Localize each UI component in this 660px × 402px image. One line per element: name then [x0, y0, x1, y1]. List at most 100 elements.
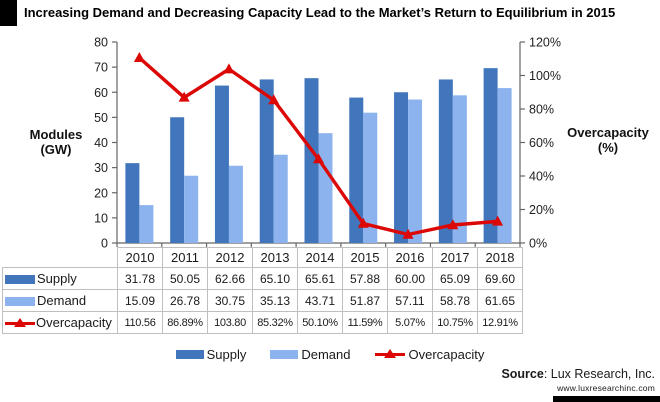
table-value-cell: 50.05 [162, 267, 208, 290]
supply-bar [125, 163, 140, 243]
bottom-black-bar [553, 396, 660, 402]
table-value-cell: 58.78 [432, 289, 478, 312]
demand-swatch-icon [5, 297, 35, 306]
legend-line-swatch-icon [374, 349, 405, 360]
right-axis-tick-label: 20% [529, 203, 554, 217]
supply-bar [214, 85, 229, 244]
table-year-header: 2018 [477, 247, 523, 268]
right-axis-tick-label: 100% [529, 69, 561, 83]
table-year-header: 2011 [162, 247, 208, 268]
right-axis-tick-label: 60% [529, 136, 554, 150]
left-axis-tick-label: 80 [94, 36, 108, 50]
table-value-cell: 69.60 [477, 267, 523, 290]
table-year-header: 2013 [252, 247, 298, 268]
row-label-cell: Demand [2, 289, 118, 312]
supply-bar [304, 78, 319, 243]
table-value-cell: 43.71 [297, 289, 343, 312]
source-url: www.luxresearchinc.com [557, 383, 655, 393]
table-value-cell: 65.10 [252, 267, 298, 290]
supply-bar [394, 92, 409, 243]
legend-demand-swatch-icon [270, 350, 299, 359]
table-header-row: 2010 2011 2012 2013 2014 2015 2016 2017 2018 [3, 247, 523, 268]
table-value-cell: 57.88 [342, 267, 388, 290]
source-text: : Lux Research, Inc. [543, 367, 655, 381]
demand-bar [363, 112, 378, 243]
legend-label: Supply [206, 347, 247, 362]
overcapacity-marker [223, 63, 235, 74]
left-axis-tick-label: 50 [94, 111, 108, 125]
supply-bar [259, 79, 274, 243]
left-axis-title-line1: Modules [29, 127, 83, 142]
table-year-header: 2015 [342, 247, 388, 268]
table-value-cell: 26.78 [162, 289, 208, 312]
overcapacity-marker [447, 219, 459, 230]
row-label-cell: Supply [2, 267, 118, 290]
table-corner-cell [3, 248, 118, 268]
demand-bar [452, 95, 467, 243]
right-axis-title-line2: (%) [597, 140, 619, 155]
table-value-cell: 86.89% [162, 311, 208, 334]
left-axis-tick-label: 20 [94, 186, 108, 200]
demand-bar [228, 165, 243, 243]
supply-bar [483, 68, 498, 243]
table-value-cell: 35.13 [252, 289, 298, 312]
left-axis-tick-label: 10 [94, 211, 108, 225]
table-value-cell: 15.09 [117, 289, 163, 312]
legend-supply-swatch-icon [175, 350, 204, 359]
chart-data-table: 2010 2011 2012 2013 2014 2015 2016 2017 2018 Sup… [2, 247, 523, 334]
row-label-text: Supply [37, 271, 77, 286]
left-axis-tick-label: 30 [94, 161, 108, 175]
source-prefix: Source [501, 367, 544, 381]
overcapacity-marker [402, 228, 414, 239]
overcapacity-marker [178, 91, 190, 102]
row-label-text: Overcapacity [36, 315, 112, 330]
left-axis-title: Modules (GW) [6, 127, 106, 157]
left-axis-title-line2: (GW) [40, 142, 72, 157]
table-value-cell: 31.78 [117, 267, 163, 290]
table-value-cell: 51.87 [342, 289, 388, 312]
table-year-header: 2016 [387, 247, 433, 268]
table-value-cell: 65.09 [432, 267, 478, 290]
table-value-cell: 50.10% [297, 311, 343, 334]
overcapacity-marker [492, 215, 504, 226]
table-year-header: 2012 [207, 247, 253, 268]
overcapacity-marker [313, 153, 324, 164]
table-row-demand: Demand 15.09 26.78 30.75 35.13 43.71 51.87 57.1… [2, 289, 523, 312]
table-value-cell: 11.59% [342, 311, 388, 334]
table-value-cell: 5.07% [387, 311, 433, 334]
row-label-text: Demand [37, 293, 87, 308]
supply-bar [438, 79, 453, 243]
overcapacity-marker [357, 217, 369, 228]
table-year-header: 2017 [432, 247, 478, 268]
demand-bar [497, 88, 512, 243]
demand-bar [273, 154, 288, 243]
demand-bar [139, 205, 154, 243]
demand-bar [318, 133, 333, 243]
table-value-cell: 62.66 [207, 267, 253, 290]
table-value-cell: 85.32% [252, 311, 298, 334]
table-value-cell: 12.91% [477, 311, 523, 334]
legend-label: Demand [301, 347, 351, 362]
legend-item-supply: Supply [175, 347, 247, 362]
chart-title: Increasing Demand and Decreasing Capacit… [24, 5, 616, 20]
left-axis-tick-label: 60 [94, 86, 108, 100]
table-value-cell: 30.75 [207, 289, 253, 312]
source-note: Source: Lux Research, Inc. www.luxresear… [501, 367, 655, 395]
demand-bar [184, 175, 199, 243]
table-year-header: 2014 [297, 247, 343, 268]
right-axis-tick-label: 80% [529, 103, 554, 117]
chart-legend: Supply Demand Overcapacity [0, 347, 660, 362]
table-year-header: 2010 [117, 247, 163, 268]
table-value-cell: 61.65 [477, 289, 523, 312]
combo-chart-plot: 0 10 20 30 40 50 60 70 80 0% 20% 40% 60% 80% 100% 120% [94, 36, 561, 251]
table-value-cell: 60.00 [387, 267, 433, 290]
legend-label: Overcapacity [408, 347, 485, 362]
table-row-supply: Supply 31.78 50.05 62.66 65.10 65.61 57.88 60.0… [2, 267, 523, 290]
overcapacity-marker [133, 52, 145, 63]
row-label-cell: Overcapacity [2, 311, 118, 334]
right-axis-title: Overcapacity (%) [556, 125, 660, 155]
overcapacity-marker [268, 94, 280, 105]
table-value-cell: 103.80 [207, 311, 253, 334]
legend-item-overcapacity: Overcapacity [374, 347, 485, 362]
